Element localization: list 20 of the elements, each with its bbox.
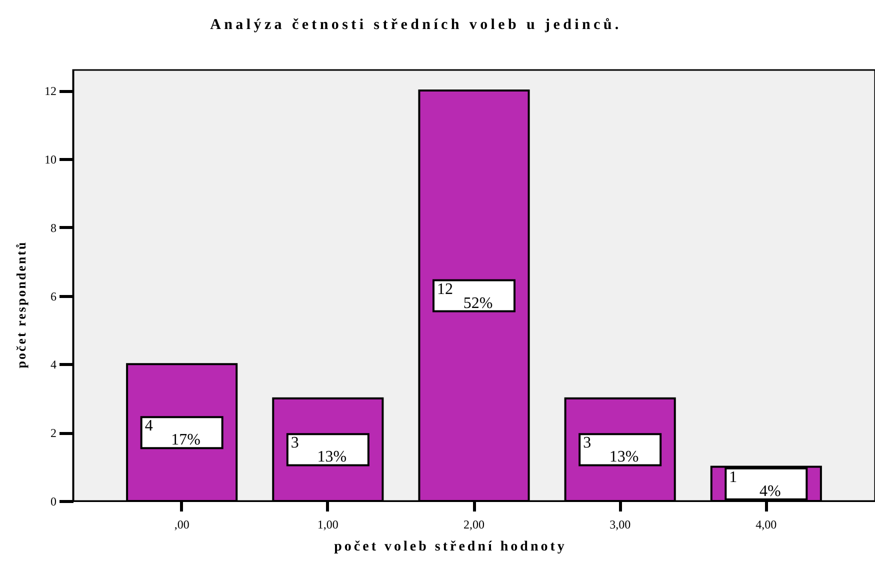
y-tick-label: 4: [50, 358, 56, 372]
x-tick-label: 4,00: [756, 518, 777, 532]
text: 4 17%: [144, 418, 200, 449]
x-tick-label: ,00: [174, 518, 190, 532]
x-axis-title: počet voleb střední hodnoty: [334, 540, 567, 554]
x-tick-label: 1,00: [317, 518, 338, 532]
y-tick-label: 8: [50, 220, 56, 235]
y-tick-label: 10: [44, 152, 56, 166]
text: 3 13%: [290, 434, 347, 466]
y-axis-title: počet respondentů: [14, 240, 28, 368]
text: 3 13%: [583, 434, 639, 466]
y-tick-label: 6: [50, 289, 56, 304]
chart-title: Analýza četnosti středních voleb u jedinců.: [210, 17, 622, 33]
text: 12 52%: [437, 280, 493, 312]
x-tick-label: 2,00: [464, 518, 484, 532]
y-tick-label: 0: [50, 494, 56, 508]
x-tick-label: 3,00: [610, 518, 631, 532]
y-tick-label: 12: [44, 84, 56, 98]
text: 1 4%: [729, 468, 781, 500]
y-tick-label: 2: [50, 426, 56, 440]
